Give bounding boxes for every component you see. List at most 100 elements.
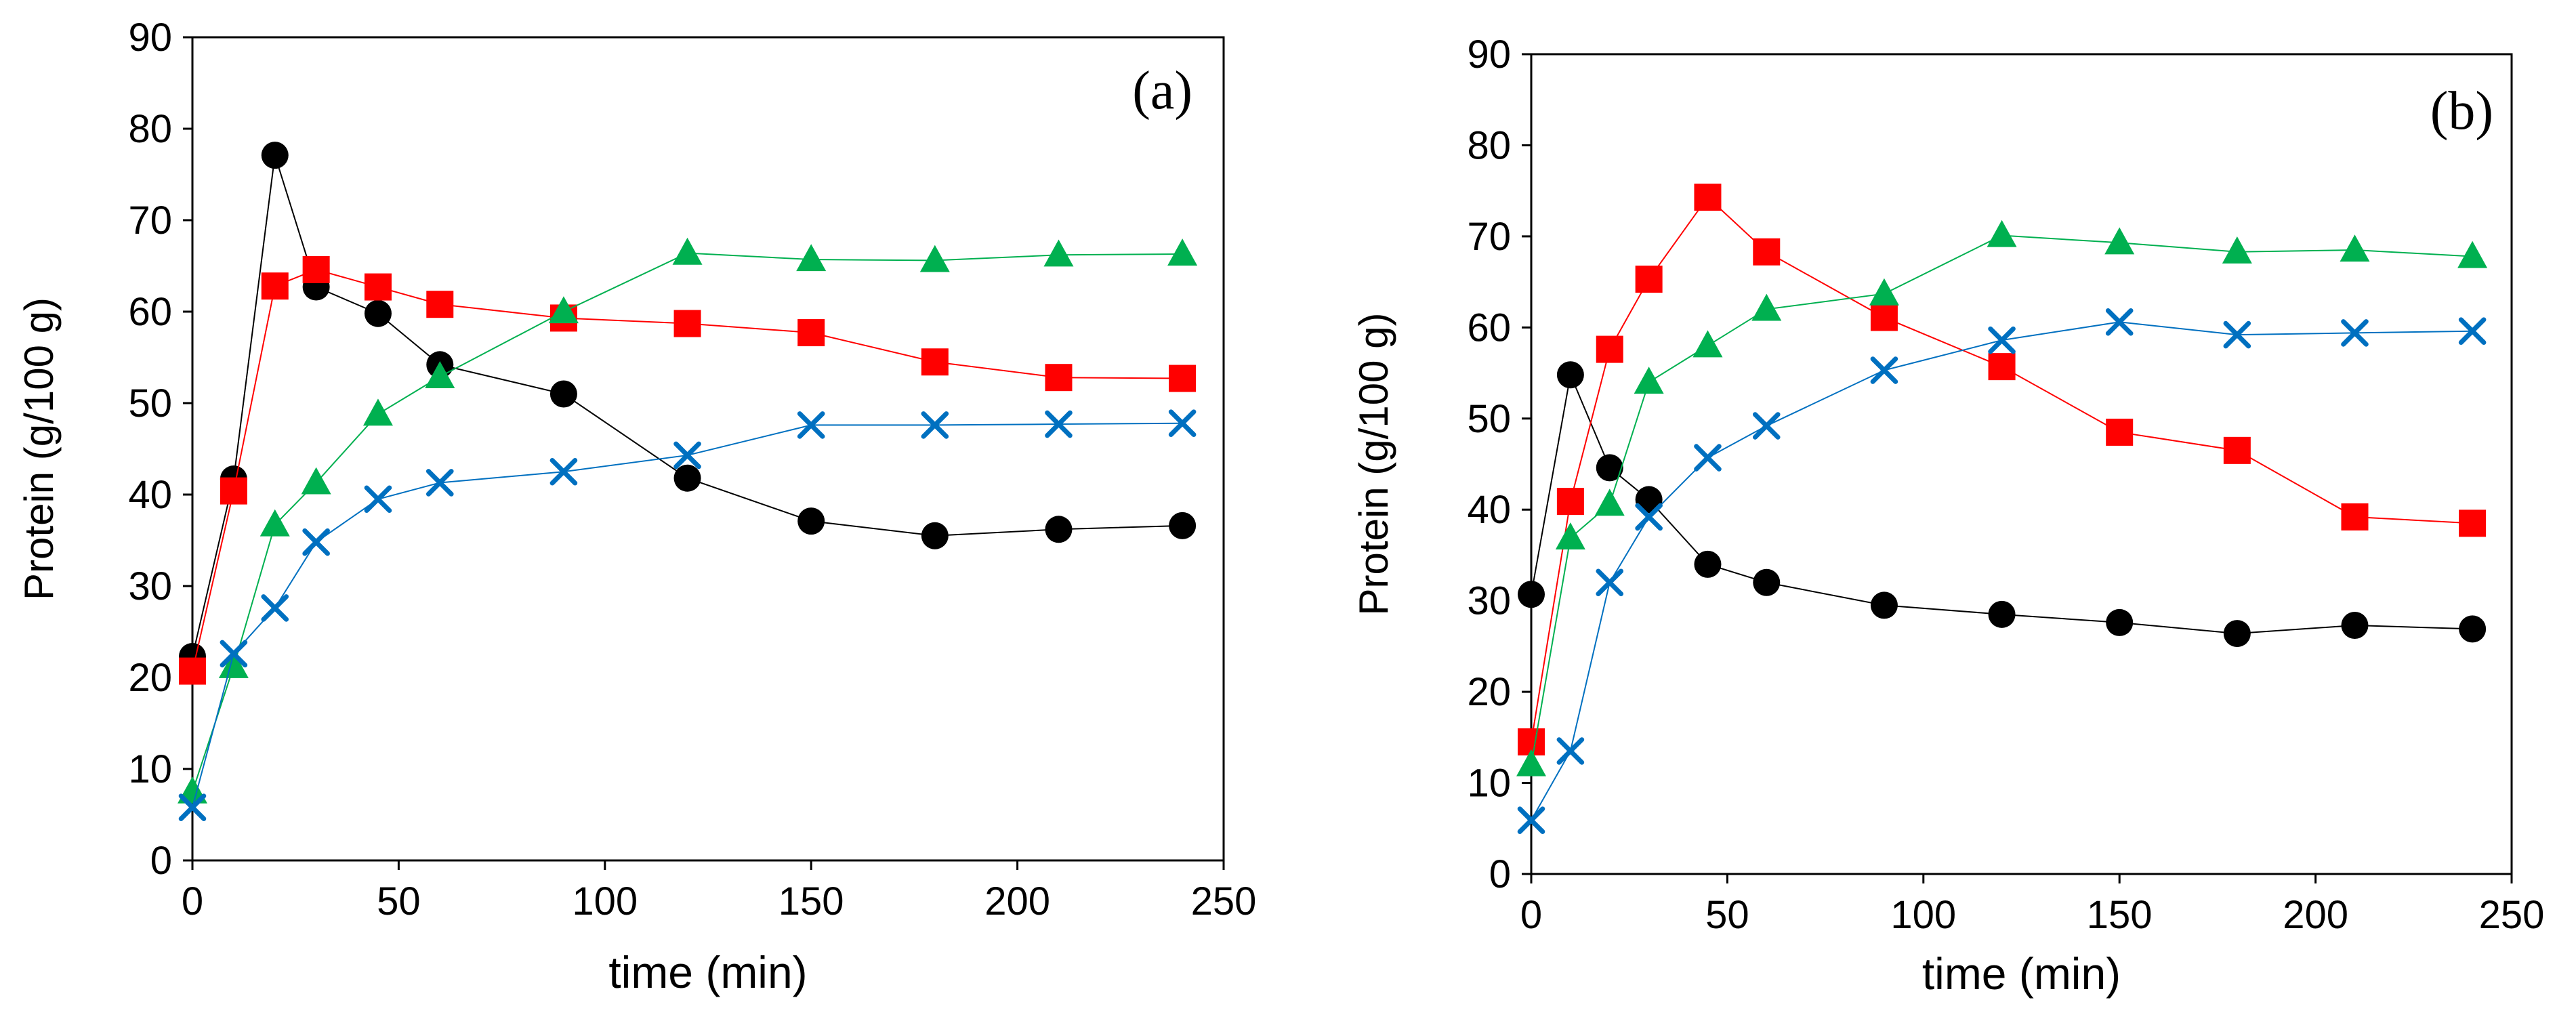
y-axis-title: Protein (g/100 g) [1351,313,1396,616]
y-tick-label: 40 [1467,488,1511,532]
data-point [1168,409,1197,437]
data-point [1596,568,1624,597]
y-tick-label: 0 [1489,852,1511,896]
data-point [1169,364,1197,392]
data-point [673,441,701,470]
series-line [192,268,1183,671]
data-point [672,237,703,265]
chart-panel-a: 0 10 20 30 40 50 60 70 80 90 0 50 100 150 200 250 time (… [16,16,1256,997]
data-point [2105,308,2134,336]
data-point [1692,330,1723,358]
data-point [1594,488,1625,516]
data-point [1045,516,1073,543]
series-cross-blue [1517,308,2487,834]
data-point [2457,241,2488,268]
data-point [1635,486,1663,514]
x-tick-label: 250 [2479,893,2545,937]
data-point [1635,266,1663,293]
plot-area-border [191,36,1225,862]
y-tick-label: 70 [1467,215,1511,259]
data-point [673,464,701,492]
x-tick-label: 150 [778,879,844,923]
data-point [1694,550,1722,578]
x-tick-label: 200 [2283,893,2348,937]
data-point [364,273,392,301]
data-point [2341,611,2369,639]
data-point [259,509,290,537]
data-point [2223,436,2251,464]
data-point [1694,184,1722,211]
data-point [1045,410,1073,438]
data-point [2458,317,2487,346]
data-point [2223,320,2251,349]
x-tick-label: 50 [377,879,421,923]
y-tick-label: 20 [128,656,172,700]
data-point [2459,509,2487,537]
data-point [673,310,701,337]
series-triangle-green [1516,220,2488,776]
x-tick-label: 0 [1520,893,1542,937]
data-point [1516,749,1546,776]
data-point [1987,220,2017,247]
data-point [2223,620,2251,648]
y-tick-label: 90 [128,16,172,60]
x-axis-title: time (min) [608,947,807,997]
data-point [178,793,207,821]
y-tick-label: 30 [128,564,172,608]
data-point [425,361,455,388]
y-axis-title: Protein (g/100 g) [16,297,62,600]
data-point [1517,806,1545,834]
data-point [2106,418,2134,446]
panel-label: (b) [2430,81,2493,141]
y-tick-label: 90 [1467,33,1511,77]
y-tick-label: 50 [128,381,172,425]
y-tick-label: 70 [128,199,172,243]
x-axis-title: time (min) [1922,949,2121,999]
data-point [2341,319,2369,347]
data-point [1694,444,1722,472]
data-point [1167,238,1198,266]
data-point [179,657,206,685]
data-point [1870,304,1898,331]
data-point [921,522,949,549]
data-point [364,485,392,514]
data-point [302,528,330,556]
data-point [548,296,579,324]
y-tick-label: 0 [150,839,172,883]
x-tick-label: 50 [1705,893,1749,937]
data-point [220,477,247,505]
data-point [1634,367,1664,394]
data-point [1045,364,1073,392]
x-tick-label: 250 [1191,879,1257,923]
x-tick-label: 0 [182,879,203,923]
data-point [797,319,825,347]
data-point [302,255,330,283]
series-square-red [1518,184,2487,756]
data-point [218,651,249,678]
data-point [796,244,827,272]
data-point [1988,600,2016,628]
series-line [1531,196,2473,743]
data-point [1988,353,2016,381]
data-point [1870,356,1898,384]
x-tick-label: 150 [2087,893,2153,937]
y-tick-label: 10 [1467,762,1511,806]
data-point [261,272,289,300]
data-point [1556,488,1584,516]
x-tick-label: 100 [1890,893,1956,937]
data-point [919,245,950,272]
x-tick-label: 200 [984,879,1050,923]
data-point [364,299,392,327]
data-point [1169,512,1197,539]
data-point [1635,503,1663,531]
plot-area-border [1530,53,2513,875]
data-point [1043,239,1074,267]
data-point [549,380,577,408]
data-point [426,291,454,318]
data-point [2459,615,2487,643]
data-point [2341,503,2369,530]
data-point [549,457,578,486]
data-point [1988,326,2016,354]
data-point [220,640,248,668]
